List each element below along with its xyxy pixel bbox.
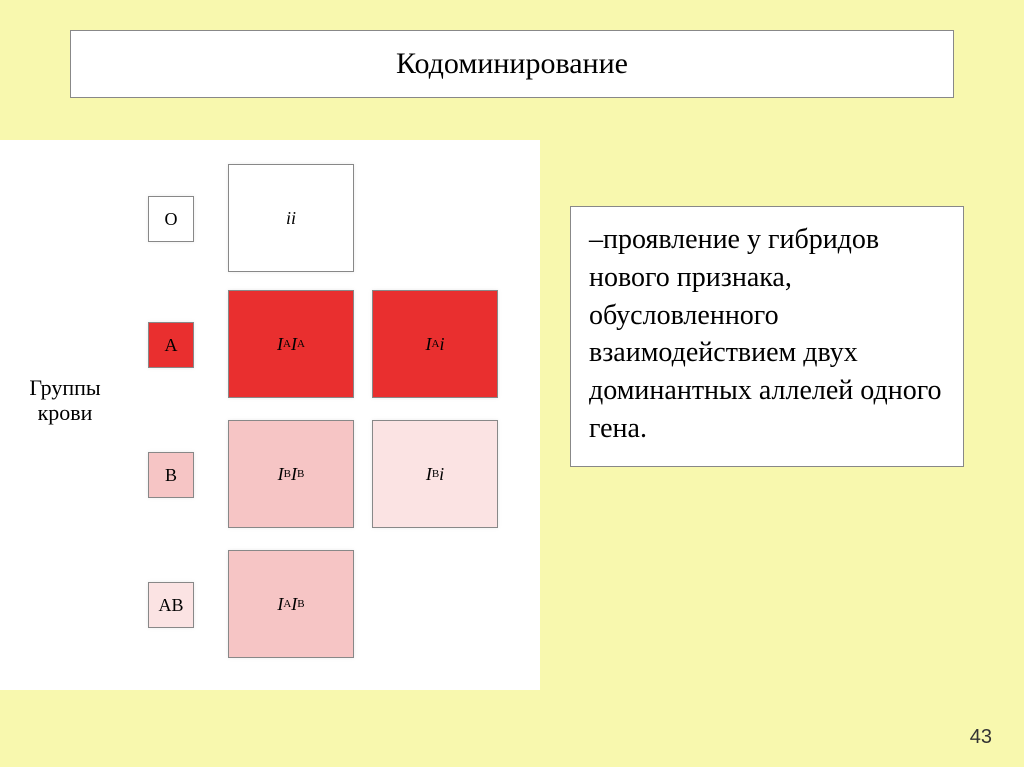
- genotype-cell: IBIB: [228, 420, 354, 528]
- genotype-cell: IAIB: [228, 550, 354, 658]
- genotype-cell: IAIA: [228, 290, 354, 398]
- group-label-cell: A: [148, 322, 194, 368]
- title-text: Кодоминирование: [396, 47, 628, 81]
- group-label-cell: AB: [148, 582, 194, 628]
- definition-box: –проявление у гибридов нового признака, …: [570, 206, 964, 467]
- diagram-panel: Группы крови Oii A IAIAIAi B IBIBIBi AB IAIB: [0, 140, 540, 690]
- side-label: Группы крови: [10, 375, 120, 426]
- page-number: 43: [970, 726, 992, 749]
- side-label-line1: Группы: [29, 375, 100, 400]
- genotype-cell: IAi: [372, 290, 498, 398]
- side-label-line2: крови: [38, 400, 93, 425]
- genotype-cell: ii: [228, 164, 354, 272]
- group-label-cell: B: [148, 452, 194, 498]
- title-box: Кодоминирование: [70, 30, 954, 98]
- genotype-cell: IBi: [372, 420, 498, 528]
- definition-text: –проявление у гибридов нового признака, …: [589, 224, 942, 444]
- group-label-cell: O: [148, 196, 194, 242]
